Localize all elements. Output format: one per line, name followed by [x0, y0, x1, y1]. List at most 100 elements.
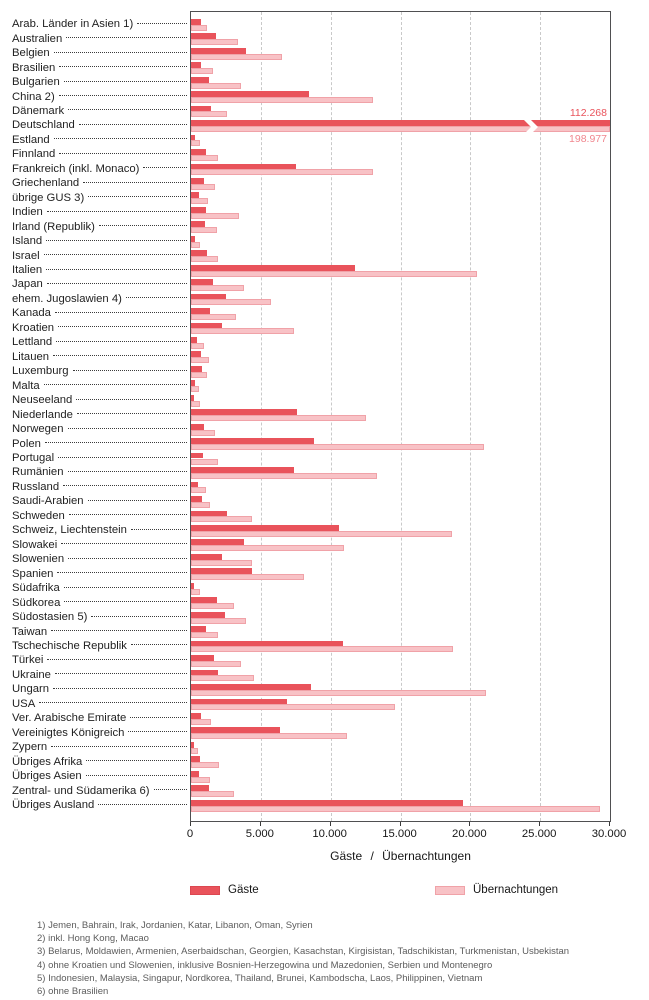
dotted-leader: [66, 37, 187, 39]
category-label-text: Deutschland: [12, 119, 75, 132]
category-label-text: Israel: [12, 249, 40, 262]
dotted-leader: [130, 528, 187, 530]
legend-label-gaeste: Gäste: [228, 884, 259, 896]
category-label: ehem. Jugoslawien 4): [12, 292, 188, 306]
x-tick: [399, 822, 401, 826]
dotted-leader: [46, 210, 187, 212]
category-label: übrige GUS 3): [12, 191, 188, 205]
x-tick-label: 15.000: [382, 828, 417, 840]
category-label: Portugal: [12, 451, 188, 465]
bar-uebernachtungen: [191, 212, 240, 219]
category-label-text: Übriges Afrika: [12, 755, 83, 768]
bar-gaeste: [191, 626, 206, 633]
bar-gaeste: [191, 539, 245, 546]
dotted-leader: [46, 282, 187, 284]
dotted-leader: [85, 774, 187, 776]
dotted-leader: [59, 152, 187, 154]
bar-gaeste: [191, 452, 203, 459]
category-label: Indien: [12, 205, 188, 219]
bar-uebernachtungen: [191, 646, 453, 653]
category-label: Belgien: [12, 46, 188, 60]
dotted-leader: [68, 514, 187, 516]
category-label-text: Niederlande: [12, 408, 73, 421]
bar-gaeste: [191, 467, 295, 473]
category-label: Bulgarien: [12, 75, 188, 89]
category-label-text: Belgien: [12, 47, 50, 60]
bar-gaeste: [191, 206, 206, 213]
bar-gaeste: [191, 76, 210, 83]
bar-gaeste: [191, 337, 197, 343]
category-label-text: Russland: [12, 480, 60, 493]
category-label: Ukraine: [12, 668, 188, 682]
bar-uebernachtungen: [191, 617, 246, 624]
bar-uebernachtungen: [191, 227, 217, 234]
category-label: Arab. Länder in Asien 1): [12, 17, 188, 31]
category-label-text: Italien: [12, 264, 43, 277]
category-label-text: Vereinigtes Königreich: [12, 726, 125, 739]
category-label-text: Schweden: [12, 509, 65, 522]
legend-swatch-gaeste: [190, 886, 220, 895]
dotted-leader: [53, 51, 187, 53]
bar-uebernachtungen: [191, 603, 235, 610]
footnote-line: 1) Jemen, Bahrain, Irak, Jordanien, Kata…: [37, 920, 313, 931]
dotted-leader: [137, 22, 187, 24]
bar-uebernachtungen: [191, 415, 366, 422]
category-label: Slowenien: [12, 552, 188, 566]
dotted-leader: [91, 615, 187, 617]
category-label: Russland: [12, 480, 188, 494]
category-label: Ver. Arabische Emirate: [12, 711, 188, 725]
dotted-leader: [46, 239, 187, 241]
legend-label-uebernachtungen: Übernachtungen: [473, 884, 559, 896]
bar-gaeste: [191, 308, 210, 314]
bar-uebernachtungen: [191, 241, 200, 248]
bar-gaeste: [191, 380, 196, 387]
dotted-leader: [125, 297, 187, 299]
bar-uebernachtungen: [191, 574, 305, 581]
dotted-leader: [76, 398, 187, 400]
category-label-text: Spanien: [12, 567, 54, 580]
category-label: Deutschland: [12, 118, 188, 132]
category-label-text: Zypern: [12, 741, 48, 754]
x-tick-label: 0: [186, 828, 194, 840]
dotted-leader: [63, 485, 187, 487]
category-label-text: Lettland: [12, 336, 53, 349]
dotted-leader: [98, 225, 187, 227]
bar-uebernachtungen: [191, 313, 236, 320]
dotted-leader: [143, 167, 187, 169]
bar-gaeste: [191, 91, 310, 97]
category-label: Schweden: [12, 509, 188, 523]
category-label-text: Schweiz, Liechtenstein: [12, 524, 127, 537]
category-label: Spanien: [12, 566, 188, 580]
bar-gaeste: [191, 684, 312, 690]
dotted-leader: [47, 658, 187, 660]
category-label-text: Zentral- und Südamerika 6): [12, 784, 150, 797]
bar-gaeste: [191, 149, 206, 155]
bar-gaeste: [191, 525, 340, 531]
x-tick: [609, 822, 610, 826]
bar-gaeste: [191, 120, 610, 126]
axis-break-icon: [524, 119, 538, 134]
category-label: Polen: [12, 436, 188, 450]
category-label-text: Kanada: [12, 307, 51, 320]
bar-gaeste: [191, 423, 204, 430]
bar-gaeste: [191, 568, 253, 575]
dotted-leader: [68, 557, 187, 559]
category-label-text: Indien: [12, 206, 43, 219]
category-label: Estland: [12, 133, 188, 147]
dotted-leader: [51, 630, 187, 632]
bar-gaeste: [191, 134, 196, 141]
x-tick: [329, 822, 331, 826]
bar-gaeste: [191, 510, 227, 517]
category-label-text: Arab. Länder in Asien 1): [12, 18, 134, 31]
bar-uebernachtungen: [191, 588, 200, 595]
bar-gaeste: [191, 351, 201, 358]
category-label: Ungarn: [12, 682, 188, 696]
category-label: Schweiz, Liechtenstein: [12, 523, 188, 537]
category-label: Übriges Afrika: [12, 754, 188, 768]
dotted-leader: [46, 268, 187, 270]
category-label: Norwegen: [12, 422, 188, 436]
bar-gaeste: [191, 799, 464, 806]
bar-uebernachtungen: [191, 791, 234, 798]
bar-uebernachtungen: [191, 371, 208, 378]
